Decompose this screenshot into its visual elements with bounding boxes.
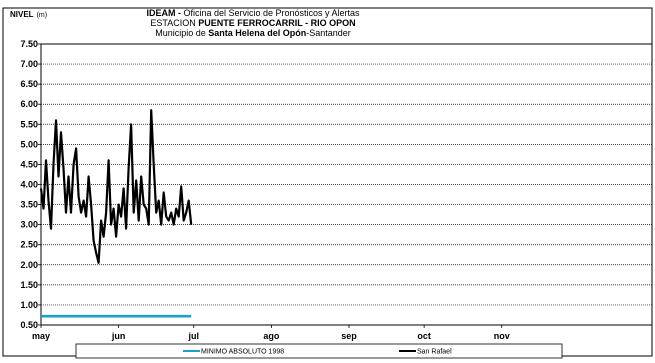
y-tick-label: 7.00 bbox=[20, 59, 38, 69]
legend: MINIMO ABSOLUTO 1998 San Rafael bbox=[183, 349, 452, 356]
y-tick-label: 0.50 bbox=[20, 320, 38, 330]
y-tick-label: 3.50 bbox=[20, 200, 38, 210]
title-rest: -Santander bbox=[306, 28, 351, 38]
data-series bbox=[39, 109, 193, 318]
y-tick-label: 1.50 bbox=[20, 280, 38, 290]
y-tick-label: 4.00 bbox=[20, 180, 38, 190]
y-tick-label: 7.50 bbox=[20, 39, 38, 49]
title-prefix: IDEAM - bbox=[146, 8, 183, 18]
x-tick-label: may bbox=[32, 331, 50, 341]
legend-label: San Rafael bbox=[417, 349, 452, 356]
x-tick-label: jul bbox=[188, 331, 200, 341]
y-tick-label: 3.00 bbox=[20, 220, 38, 230]
series-line-2 bbox=[39, 109, 193, 264]
chart-title: IDEAM - Oficina del Servicio de Pronósti… bbox=[146, 8, 360, 38]
x-tick-label: sep bbox=[341, 331, 357, 341]
title-line-1: IDEAM - Oficina del Servicio de Pronósti… bbox=[146, 8, 360, 18]
x-tick-labels: may jun jul ago sep oct nov bbox=[32, 331, 510, 341]
title-rest: Oficina del Servicio de Pronósticos y Al… bbox=[183, 8, 360, 18]
chart-outer-frame bbox=[2, 7, 653, 357]
x-tick-label: nov bbox=[494, 331, 510, 341]
y-tick-label: 4.50 bbox=[20, 159, 38, 169]
y-tick-label: 2.00 bbox=[20, 260, 38, 270]
title-bold: Santa Helena del Opón bbox=[208, 28, 306, 38]
y-tick-label: 6.50 bbox=[20, 79, 38, 89]
x-tick-label: jun bbox=[111, 331, 126, 341]
title-line-3: Municipio de Santa Helena del Opón-Santa… bbox=[155, 28, 351, 38]
legend-label: MINIMO ABSOLUTO 1998 bbox=[201, 349, 284, 356]
title-bold: PUENTE FERROCARRIL - RIO OPON bbox=[198, 18, 355, 28]
x-tick-label: oct bbox=[417, 331, 431, 341]
y-tick-label: 2.50 bbox=[20, 240, 38, 250]
plot-area bbox=[40, 43, 653, 326]
title-line-2: ESTACION PUENTE FERROCARRIL - RIO OPON bbox=[150, 18, 355, 28]
y-tick-label: 1.00 bbox=[20, 300, 38, 310]
legend-box bbox=[75, 343, 563, 359]
y-axis-title: NIVEL (m) bbox=[10, 10, 47, 19]
y-tick-label: 5.00 bbox=[20, 139, 38, 149]
y-tick-label: 6.00 bbox=[20, 99, 38, 109]
y-tick-label: 5.50 bbox=[20, 119, 38, 129]
title-prefix: ESTACION bbox=[150, 18, 198, 28]
y-tick-labels: 0.50 1.00 1.50 2.00 2.50 3.00 3.50 4.00 4.50 5.00… bbox=[20, 39, 38, 330]
x-tick-label: ago bbox=[263, 331, 280, 341]
title-prefix: Municipio de bbox=[155, 28, 208, 38]
